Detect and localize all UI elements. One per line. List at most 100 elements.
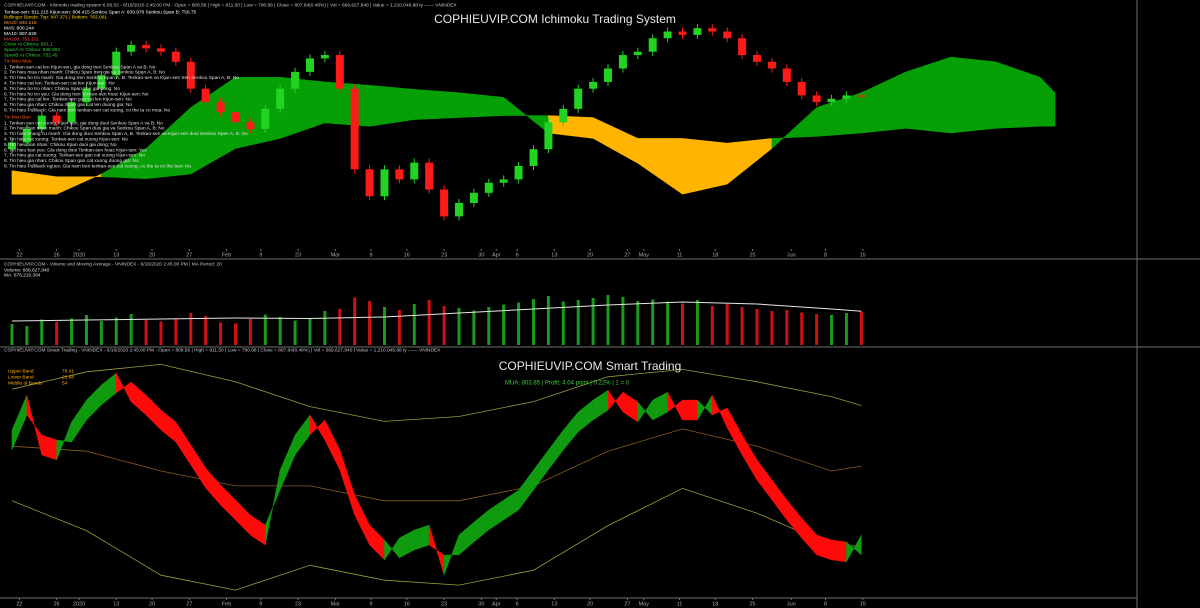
sell-signal: 7. Tin hieu gia cat xuong: Tenkan-sen ga… [4,153,145,159]
ma-line [11,301,862,322]
volume-bar [770,311,774,345]
volume-bar [621,297,625,345]
candle-body [305,58,314,72]
candle-body [782,68,791,82]
x-tick-label: Jun [787,252,796,258]
volume-bar [25,326,29,345]
candle-body [484,182,493,193]
buy-signal: 1. Tenkan-sen cat len Kijun-sen, gia don… [4,64,156,70]
volume-bar [844,313,848,345]
candle-body [663,31,672,39]
candle-body [812,95,821,103]
volume-bar [576,300,580,345]
legend-entry: Upper Band [8,368,34,374]
sell-signal: 9. Tin hieu Pullback nguoc: Gia nam tren… [4,163,192,169]
sell-signal: 2. Tin hieu ban nhan manh: Chikou Span d… [4,126,165,132]
x-tick-label: 20 [587,601,593,607]
buy-signal: 3. Tin hieu ho tro manh: Gia dong tren S… [4,75,239,81]
candle-body [559,108,568,123]
buy-signal: 5. Tin hieu ho tro nhan: Chikou Span tre… [4,86,120,92]
buy-signal: 6. Tin hieu ho tro yeu: Gia dong tren Te… [4,91,149,97]
candle-body [797,81,806,96]
candle-body [365,169,374,197]
sell-title: Tin hieu Ban [4,114,31,120]
x-tick-label: 30 [478,252,484,258]
volume-bar [368,301,372,345]
candle-body [425,162,434,190]
volume-bar [755,309,759,345]
x-tick-label: 23 [441,252,447,258]
x-tick-label: 11 [677,252,683,258]
buy-signal: 8. Tin hieu gia nhan: Chikou Span gan ca… [4,102,132,108]
cloud-segment [682,138,728,195]
x-tick-label: Mar [331,252,341,258]
x-tick-label: 13 [113,252,119,258]
x-tick-label: 25 [749,252,755,258]
legend-entry: Lower Band [8,374,34,380]
candle-body [574,88,583,109]
volume-bar [546,296,550,345]
x-tick-label: 26 [54,252,60,258]
volume-bar [651,299,655,345]
ribbon-segment [831,539,847,563]
cloud-segment [1039,76,1056,127]
candle-body [127,44,136,52]
volume-bar [10,324,14,345]
volume-bar [129,314,133,345]
x-tick-label: 20 [587,252,593,258]
ribbon-segment [682,399,698,421]
volume-bar [531,299,535,345]
candle-body [410,162,419,180]
candle-body [514,165,523,180]
info-line: Volume: 669,627,840 [4,267,50,273]
candle-body [291,71,300,89]
volume-bar [174,319,178,345]
x-tick-label: 9 [370,252,373,258]
x-tick-label: 2020 [73,601,85,607]
volume-bar [695,300,699,345]
x-tick-label: 11 [677,601,683,607]
x-tick-label: 22 [16,252,22,258]
info-line: Tenkan-sen: 811.215 Kijun-sen: 804.415 S… [4,9,197,15]
candle-body [499,179,508,183]
candle-body [97,75,106,89]
candle-body [335,55,344,89]
volume-bar [323,311,327,345]
x-tick-label: 26 [54,601,60,607]
volume-bar [397,310,401,345]
candle-body [186,61,195,89]
volume-bar [710,306,714,345]
cloud-segment [369,85,415,127]
x-tick-label: 27 [186,601,192,607]
band-line [11,487,862,591]
info-line: Close At Chikou: 901.1 [4,42,53,48]
candle-body [201,88,210,103]
volume-bar [412,304,416,345]
candle-body [678,31,687,35]
info-line: SpanA At Chikou: 898.892 [4,47,60,53]
x-tick-label: 13 [551,601,557,607]
volume-bar [427,300,431,345]
info-line: SpanB At Chikou: 752.45 [4,52,58,58]
volume-bar [591,298,595,345]
volume-bar [681,303,685,345]
volume-bar [830,315,834,345]
candle-body [723,31,732,39]
candle-body [604,68,613,82]
x-tick-label: Jun [787,601,796,607]
legend-value: 54 [62,380,68,386]
volume-bar [502,304,506,345]
info-line: MA10: 807.626 [4,31,37,37]
volume-bar [278,317,282,345]
x-tick-label: 27 [186,252,192,258]
volume-bar [487,307,491,345]
candle-body [52,115,61,123]
candle-body [827,98,836,103]
candle-body [738,38,747,56]
x-tick-label: 15 [860,601,866,607]
x-tick-label: 8 [824,601,827,607]
volume-bar [263,314,267,345]
x-tick-label: Feb [222,252,231,258]
x-tick-label: 6 [516,252,519,258]
